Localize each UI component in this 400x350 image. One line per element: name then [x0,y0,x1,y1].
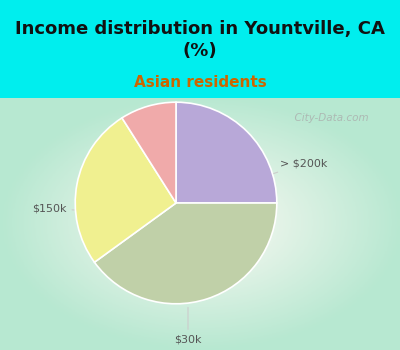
Wedge shape [94,203,277,304]
Text: Asian residents: Asian residents [134,75,266,90]
Text: $10k: $10k [118,126,162,147]
Text: $150k: $150k [32,204,105,214]
Text: > $200k: > $200k [231,159,327,188]
Wedge shape [75,118,176,262]
Wedge shape [176,102,277,203]
Text: City-Data.com: City-Data.com [288,113,369,123]
Wedge shape [122,102,176,203]
Text: Income distribution in Yountville, CA
(%): Income distribution in Yountville, CA (%… [15,20,385,60]
Text: $30k: $30k [174,307,202,345]
